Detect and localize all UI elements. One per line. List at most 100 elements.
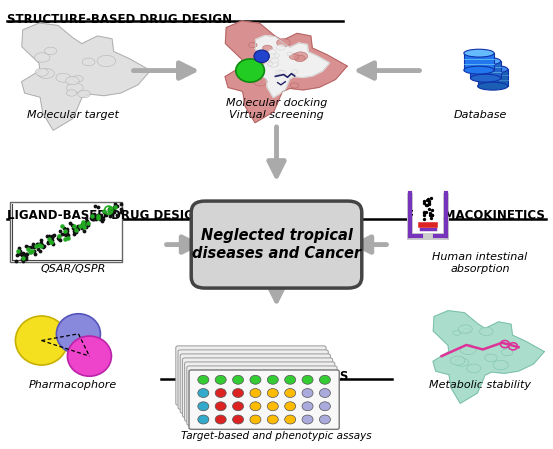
- Circle shape: [233, 415, 243, 424]
- Point: [36, 247, 45, 255]
- Ellipse shape: [268, 49, 276, 54]
- Point: [109, 206, 118, 213]
- Ellipse shape: [276, 44, 285, 50]
- Circle shape: [198, 388, 209, 397]
- Point: [35, 241, 44, 248]
- Point: [16, 247, 25, 254]
- Point: [74, 224, 82, 232]
- Point: [80, 227, 89, 234]
- Point: [22, 242, 31, 250]
- Point: [79, 220, 88, 228]
- Circle shape: [285, 388, 296, 397]
- Ellipse shape: [275, 70, 284, 75]
- Point: [106, 210, 115, 217]
- Point: [89, 216, 98, 223]
- Point: [69, 223, 78, 230]
- Circle shape: [198, 415, 209, 424]
- Point: [14, 248, 23, 255]
- Circle shape: [215, 402, 226, 411]
- Point: [24, 245, 33, 252]
- Text: PHARMACOKINETICS: PHARMACOKINETICS: [408, 209, 546, 222]
- Point: [25, 248, 34, 255]
- Point: [55, 227, 64, 234]
- Ellipse shape: [479, 327, 493, 335]
- Point: [79, 219, 87, 226]
- Ellipse shape: [254, 79, 262, 84]
- Ellipse shape: [269, 62, 278, 67]
- Ellipse shape: [471, 57, 500, 65]
- Point: [60, 224, 69, 232]
- Ellipse shape: [502, 349, 513, 356]
- Point: [99, 208, 108, 215]
- FancyBboxPatch shape: [182, 358, 332, 417]
- Point: [19, 249, 28, 256]
- Point: [78, 225, 87, 232]
- Ellipse shape: [463, 328, 471, 333]
- Point: [44, 240, 53, 247]
- Circle shape: [198, 402, 209, 411]
- Ellipse shape: [289, 54, 299, 60]
- Point: [82, 223, 91, 230]
- Point: [57, 223, 66, 230]
- Ellipse shape: [78, 90, 90, 98]
- Point: [30, 251, 39, 258]
- Point: [72, 224, 81, 231]
- Point: [72, 228, 81, 235]
- Point: [61, 235, 70, 242]
- Circle shape: [285, 415, 296, 424]
- Ellipse shape: [455, 358, 469, 366]
- Text: QSAR/QSPR: QSAR/QSPR: [40, 264, 106, 273]
- Text: Human intestinal
absorption: Human intestinal absorption: [432, 252, 528, 273]
- Ellipse shape: [464, 66, 494, 74]
- Bar: [413, 193, 443, 233]
- Ellipse shape: [67, 336, 112, 376]
- Circle shape: [285, 402, 296, 411]
- Polygon shape: [433, 311, 544, 403]
- Point: [96, 216, 105, 223]
- Text: PHARMACODYNAMICS: PHARMACODYNAMICS: [204, 370, 349, 383]
- Point: [116, 208, 125, 215]
- Point: [63, 234, 72, 241]
- Polygon shape: [225, 21, 347, 123]
- Point: [63, 230, 72, 238]
- Point: [90, 214, 99, 221]
- Text: STRUCTURE-BASED DRUG DESIGN: STRUCTURE-BASED DRUG DESIGN: [7, 13, 232, 26]
- Point: [48, 241, 57, 248]
- Ellipse shape: [467, 364, 481, 373]
- Ellipse shape: [72, 75, 83, 82]
- Ellipse shape: [485, 354, 497, 361]
- Circle shape: [320, 415, 331, 424]
- Point: [48, 233, 57, 241]
- Circle shape: [215, 388, 226, 397]
- Point: [40, 242, 49, 250]
- Ellipse shape: [276, 39, 290, 47]
- Point: [74, 223, 83, 230]
- Point: [24, 244, 33, 251]
- Point: [97, 213, 106, 220]
- Point: [48, 239, 56, 246]
- Point: [92, 215, 101, 222]
- Circle shape: [215, 375, 226, 384]
- Circle shape: [320, 402, 331, 411]
- Bar: [408, 193, 448, 240]
- Point: [105, 205, 113, 212]
- Point: [109, 203, 118, 211]
- Ellipse shape: [464, 49, 494, 57]
- Point: [62, 228, 71, 235]
- Point: [105, 207, 113, 215]
- Ellipse shape: [279, 70, 286, 75]
- Ellipse shape: [478, 82, 508, 90]
- Point: [66, 219, 75, 226]
- Point: [91, 212, 100, 219]
- Point: [45, 236, 54, 243]
- Point: [61, 228, 70, 235]
- Ellipse shape: [34, 53, 50, 62]
- Point: [98, 217, 107, 224]
- Bar: [464, 53, 494, 70]
- Point: [28, 247, 37, 254]
- Point: [48, 236, 57, 243]
- Point: [50, 232, 59, 239]
- Ellipse shape: [268, 61, 278, 67]
- Point: [33, 245, 42, 252]
- Bar: [471, 61, 500, 78]
